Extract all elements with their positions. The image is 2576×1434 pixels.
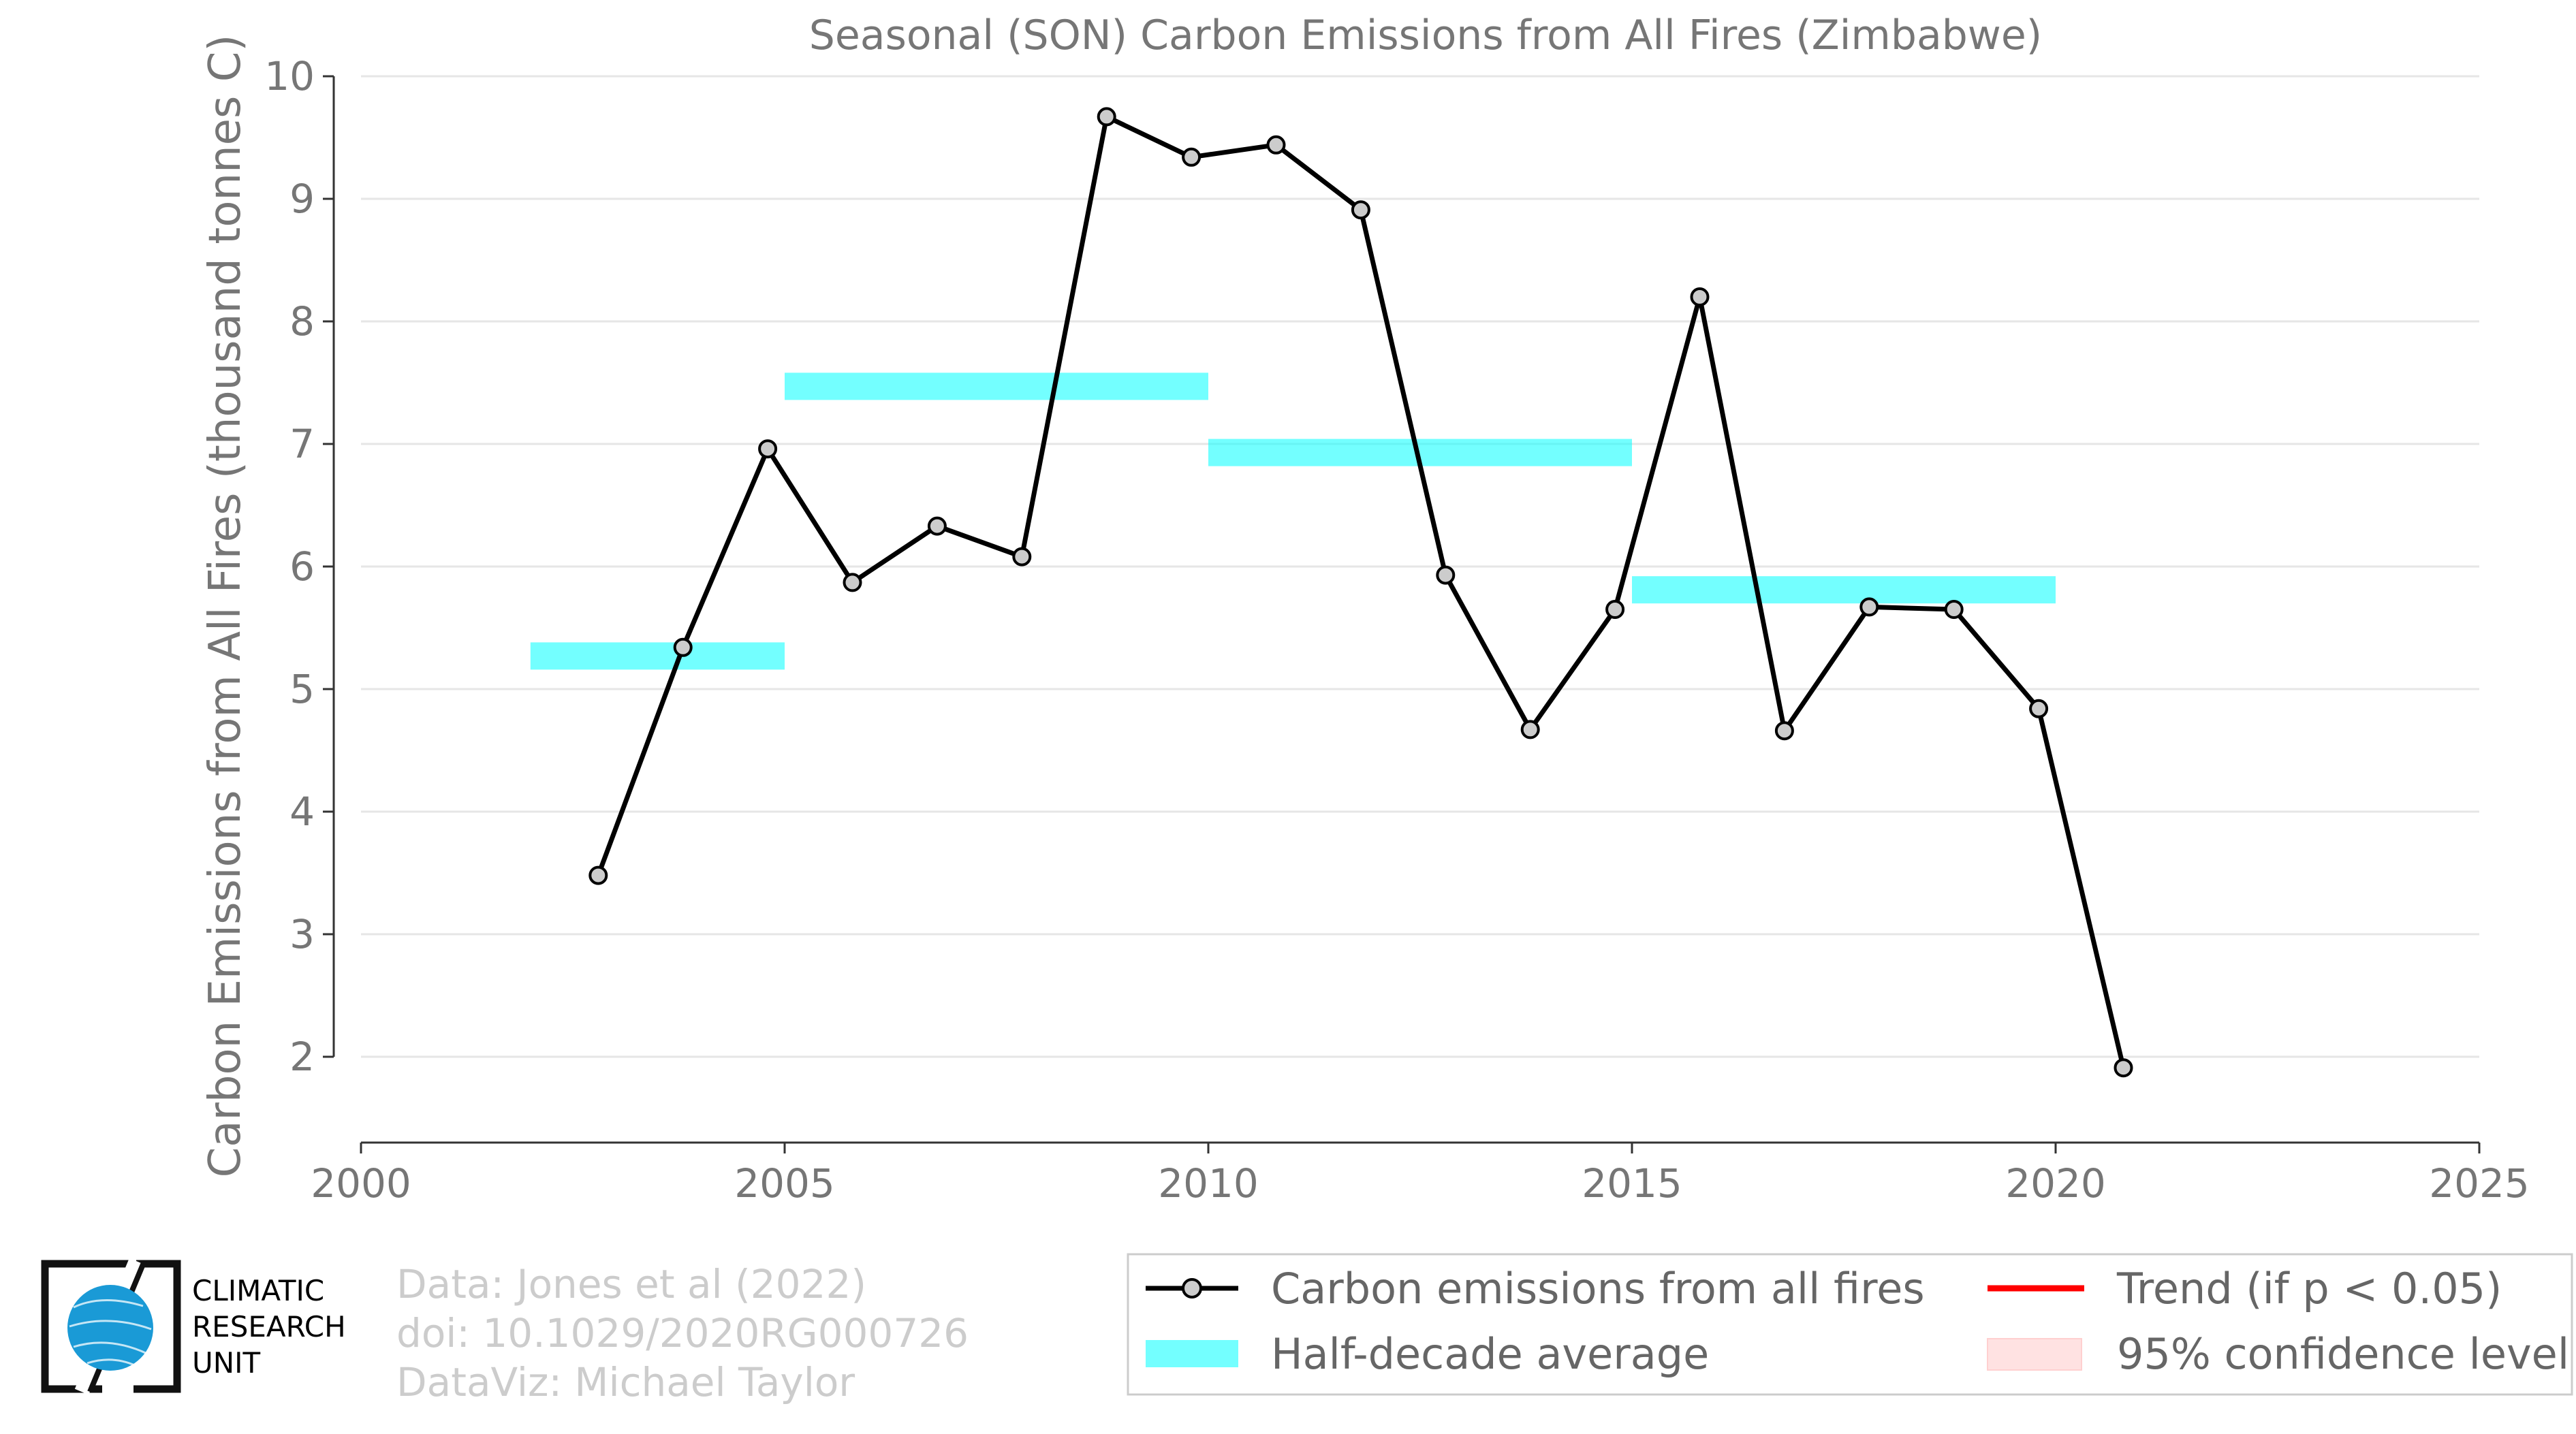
data-point-2003.8 [673, 637, 693, 657]
y-tick-label-8: 8 [289, 298, 315, 345]
globe-contours [69, 1298, 152, 1367]
credit-data: Data: Jones et al (2022) [396, 1261, 866, 1307]
half-decade-bands [530, 372, 2056, 670]
data-point-2007.8 [1012, 547, 1032, 567]
data-point-2016.8 [1774, 721, 1794, 741]
data-point-2015.8 [1690, 287, 1710, 306]
x-tick-label-2000: 2000 [311, 1160, 411, 1207]
half-decade-band-3 [1632, 576, 2056, 604]
x-axis-ticks: 2000 2005 2010 2015 2020 2025 [311, 1143, 2530, 1207]
x-tick-label-2005: 2005 [734, 1160, 835, 1207]
credit-doi: doi: 10.1029/2020RG000726 [396, 1310, 969, 1356]
legend-label-confidence: 95% confidence level [2117, 1329, 2569, 1379]
y-tick-label-9: 9 [289, 176, 315, 222]
globe-icon [67, 1285, 153, 1371]
data-point-2008.8 [1097, 107, 1116, 127]
data-point-2019.8 [2029, 699, 2049, 718]
legend-label-trend: Trend (if p < 0.05) [2116, 1264, 2502, 1313]
y-tick-label-10: 10 [264, 53, 315, 99]
y-axis-ticks: 2 3 4 5 6 7 8 9 10 [264, 53, 334, 1080]
y-tick-label-4: 4 [289, 788, 315, 835]
logo-text-line3: UNIT [192, 1346, 261, 1380]
data-point-2009.8 [1182, 147, 1201, 167]
logo-text-line2: RESEARCH [192, 1310, 346, 1343]
legend-box [1127, 1253, 2573, 1396]
data-point-2017.8 [1859, 597, 1879, 617]
x-tick-label-2025: 2025 [2429, 1160, 2530, 1207]
chart-title: Seasonal (SON) Carbon Emissions from All… [809, 12, 2042, 59]
logo-text-line1: CLIMATIC [192, 1274, 324, 1307]
series-points [588, 107, 2133, 1078]
cru-logo: CLIMATIC RESEARCH UNIT [41, 1258, 346, 1395]
data-point-2020.8 [2114, 1058, 2133, 1078]
data-point-2013.8 [1520, 720, 1540, 739]
y-tick-label-3: 3 [289, 911, 315, 957]
x-tick-label-2015: 2015 [1582, 1160, 1682, 1207]
data-point-2006.8 [927, 516, 947, 536]
x-tick-label-2020: 2020 [2005, 1160, 2106, 1207]
data-point-2010.8 [1266, 135, 1286, 155]
legend-label-emissions: Carbon emissions from all fires [1271, 1264, 1925, 1313]
y-tick-label-5: 5 [289, 666, 315, 712]
data-point-2005.8 [843, 573, 862, 592]
legend: Carbon emissions from all fires Trend (i… [1127, 1253, 2573, 1396]
y-axis-label: Carbon Emissions from All Fires (thousan… [200, 35, 251, 1178]
logo-frame [41, 1260, 181, 1393]
data-point-2014.8 [1605, 600, 1625, 619]
x-tick-label-2010: 2010 [1158, 1160, 1259, 1207]
y-tick-label-6: 6 [289, 543, 315, 590]
legend-label-half-decade: Half-decade average [1271, 1329, 1709, 1379]
y-tick-label-2: 2 [289, 1034, 315, 1080]
gridlines [361, 75, 2479, 1058]
legend-swatch-emissions-marker [1182, 1278, 1202, 1298]
half-decade-band-0 [530, 642, 785, 670]
credits: Data: Jones et al (2022) doi: 10.1029/20… [396, 1261, 969, 1405]
y-tick-label-7: 7 [289, 421, 315, 467]
legend-swatch-confidence [1987, 1338, 2082, 1371]
data-point-2012.8 [1436, 565, 1456, 585]
legend-swatch-half-decade [1146, 1340, 1238, 1367]
data-point-2004.8 [758, 439, 778, 459]
data-point-2002.8 [588, 865, 608, 885]
data-point-2011.8 [1351, 200, 1370, 220]
credit-dataviz: DataViz: Michael Taylor [396, 1359, 855, 1405]
half-decade-band-1 [785, 372, 1208, 400]
data-point-2018.8 [1944, 600, 1964, 619]
